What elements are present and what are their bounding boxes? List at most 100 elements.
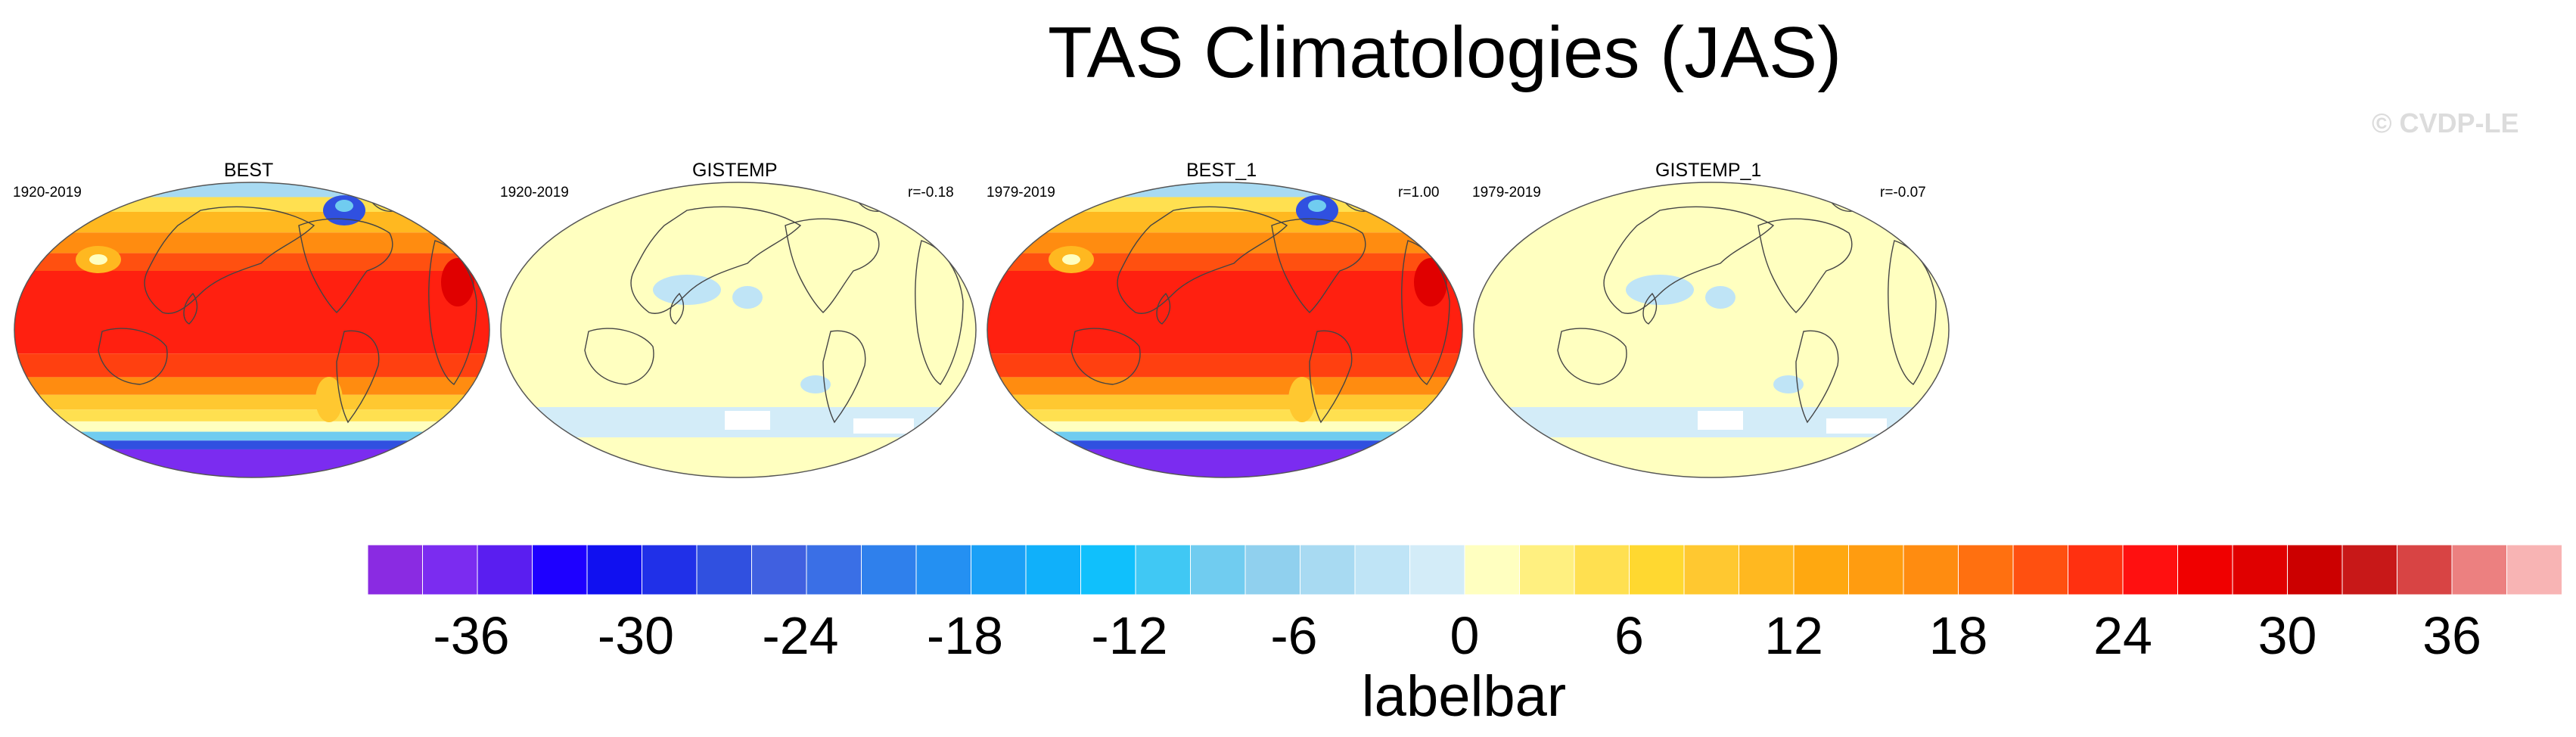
colorbar-swatch [1739, 544, 1794, 596]
panel-period-gistemp: 1920-2019 [500, 185, 569, 201]
temperature-band [987, 197, 1462, 212]
coastline [1070, 328, 1141, 385]
temperature-band [987, 409, 1462, 421]
temperature-band [987, 449, 1462, 477]
coastline [630, 206, 802, 314]
coastline [915, 240, 964, 385]
colorbar-swatch [642, 544, 698, 596]
cool-anomaly-central [732, 286, 763, 309]
tibet-core [1062, 254, 1080, 265]
map-gistemp-1 [1473, 182, 1950, 478]
colorbar-tick-label: -24 [762, 606, 839, 665]
colorbar-swatch [1574, 544, 1630, 596]
coastline [822, 330, 866, 424]
temperature-band [987, 353, 1462, 378]
colorbar-swatch [1244, 544, 1301, 596]
temperature-band [14, 394, 489, 410]
panel-period-best-1: 1979-2019 [987, 185, 1055, 201]
colorbar-swatch [2451, 544, 2508, 596]
colorbar-swatch [1354, 544, 1411, 596]
colorbar-tick-label: 30 [2257, 606, 2317, 665]
temperature-band [14, 421, 489, 432]
panel-correlation-gistemp-1: r=-0.07 [1880, 185, 1926, 201]
map-best-1 [987, 182, 1463, 478]
temperature-band [987, 182, 1462, 197]
sahara-hot-spot [441, 258, 474, 306]
cool-anomaly-north-pacific [1626, 275, 1694, 305]
colorbar-swatch [1903, 544, 1959, 596]
colorbar-swatch [368, 544, 424, 596]
coastline [1156, 292, 1171, 325]
temperature-band [14, 182, 489, 197]
colorbar-title: labelbar [1361, 664, 1567, 729]
sahara-hot-spot [1414, 258, 1447, 306]
temperature-band [987, 440, 1462, 449]
temperature-band [14, 409, 489, 421]
colorbar-tick-label: 18 [1928, 606, 1988, 665]
temperature-band [987, 377, 1462, 395]
colorbar-tick-label: -12 [1091, 606, 1168, 665]
colorbar-swatch [1848, 544, 1904, 596]
colorbar-swatch [861, 544, 917, 596]
colorbar-swatch [1464, 544, 1521, 596]
temperature-band [14, 440, 489, 449]
colorbar-tick-label: 24 [2093, 606, 2152, 665]
map-best [14, 182, 490, 478]
coastline [1603, 206, 1775, 314]
andes-cool-spot [315, 377, 343, 422]
colorbar-swatch [1300, 544, 1356, 596]
temperature-band [14, 377, 489, 395]
colorbar-swatch [2287, 544, 2343, 596]
cool-anomaly-south [800, 375, 831, 393]
panel-title-best-1: BEST_1 [1186, 160, 1257, 181]
colorbar-tick-label: 36 [2422, 606, 2481, 665]
panel-title-best: BEST [224, 160, 274, 181]
panel-title-gistemp: GISTEMP [692, 160, 778, 181]
coastline [1557, 328, 1627, 385]
temperature-band [987, 394, 1462, 410]
copyright-text: © CVDP-LE [2372, 107, 2519, 138]
map-border [14, 182, 490, 478]
temperature-band [14, 353, 489, 378]
colorbar-swatch [2232, 544, 2289, 596]
panel-period-gistemp-1: 1979-2019 [1472, 185, 1541, 201]
colorbar-swatch [1135, 544, 1192, 596]
coastline [1117, 206, 1288, 314]
greenland-core [1308, 200, 1326, 212]
colorbar-swatch [2122, 544, 2179, 596]
colorbar-swatch [1519, 544, 1575, 596]
panel-correlation-best-1: r=1.00 [1398, 185, 1440, 201]
temperature-band [14, 449, 489, 477]
panel-period-best: 1920-2019 [13, 185, 82, 201]
cool-anomaly-south [1773, 375, 1804, 393]
temperature-band [987, 271, 1462, 354]
coastline [785, 218, 880, 313]
missing-data-region [853, 418, 914, 434]
colorbar-tick-label: 0 [1450, 606, 1480, 665]
map-border [500, 182, 977, 478]
panel-title-gistemp-1: GISTEMP_1 [1655, 160, 1762, 181]
cool-anomaly-central [1705, 286, 1735, 309]
map-border [1473, 182, 1950, 478]
temperature-band [14, 253, 489, 271]
panel-correlation-gistemp: r=-0.18 [908, 185, 954, 201]
coastline [144, 206, 315, 314]
coastline [98, 328, 168, 385]
colorbar-swatch [1793, 544, 1850, 596]
colorbar-swatch [2397, 544, 2453, 596]
missing-data-region [725, 411, 770, 430]
colorbar-tick-label: -6 [1270, 606, 1318, 665]
colorbar-swatch [2177, 544, 2233, 596]
coastline [183, 292, 198, 325]
temperature-band [14, 431, 489, 441]
colorbar-swatch [915, 544, 972, 596]
colorbar-swatch [2341, 544, 2398, 596]
colorbar-swatch [532, 544, 588, 596]
temperature-band [987, 212, 1462, 233]
colorbar-swatch [2068, 544, 2124, 596]
missing-data-region [1698, 411, 1743, 430]
temperature-band [14, 212, 489, 233]
andes-cool-spot [1288, 377, 1316, 422]
colorbar-swatch [1683, 544, 1740, 596]
colorbar-swatch [1190, 544, 1246, 596]
